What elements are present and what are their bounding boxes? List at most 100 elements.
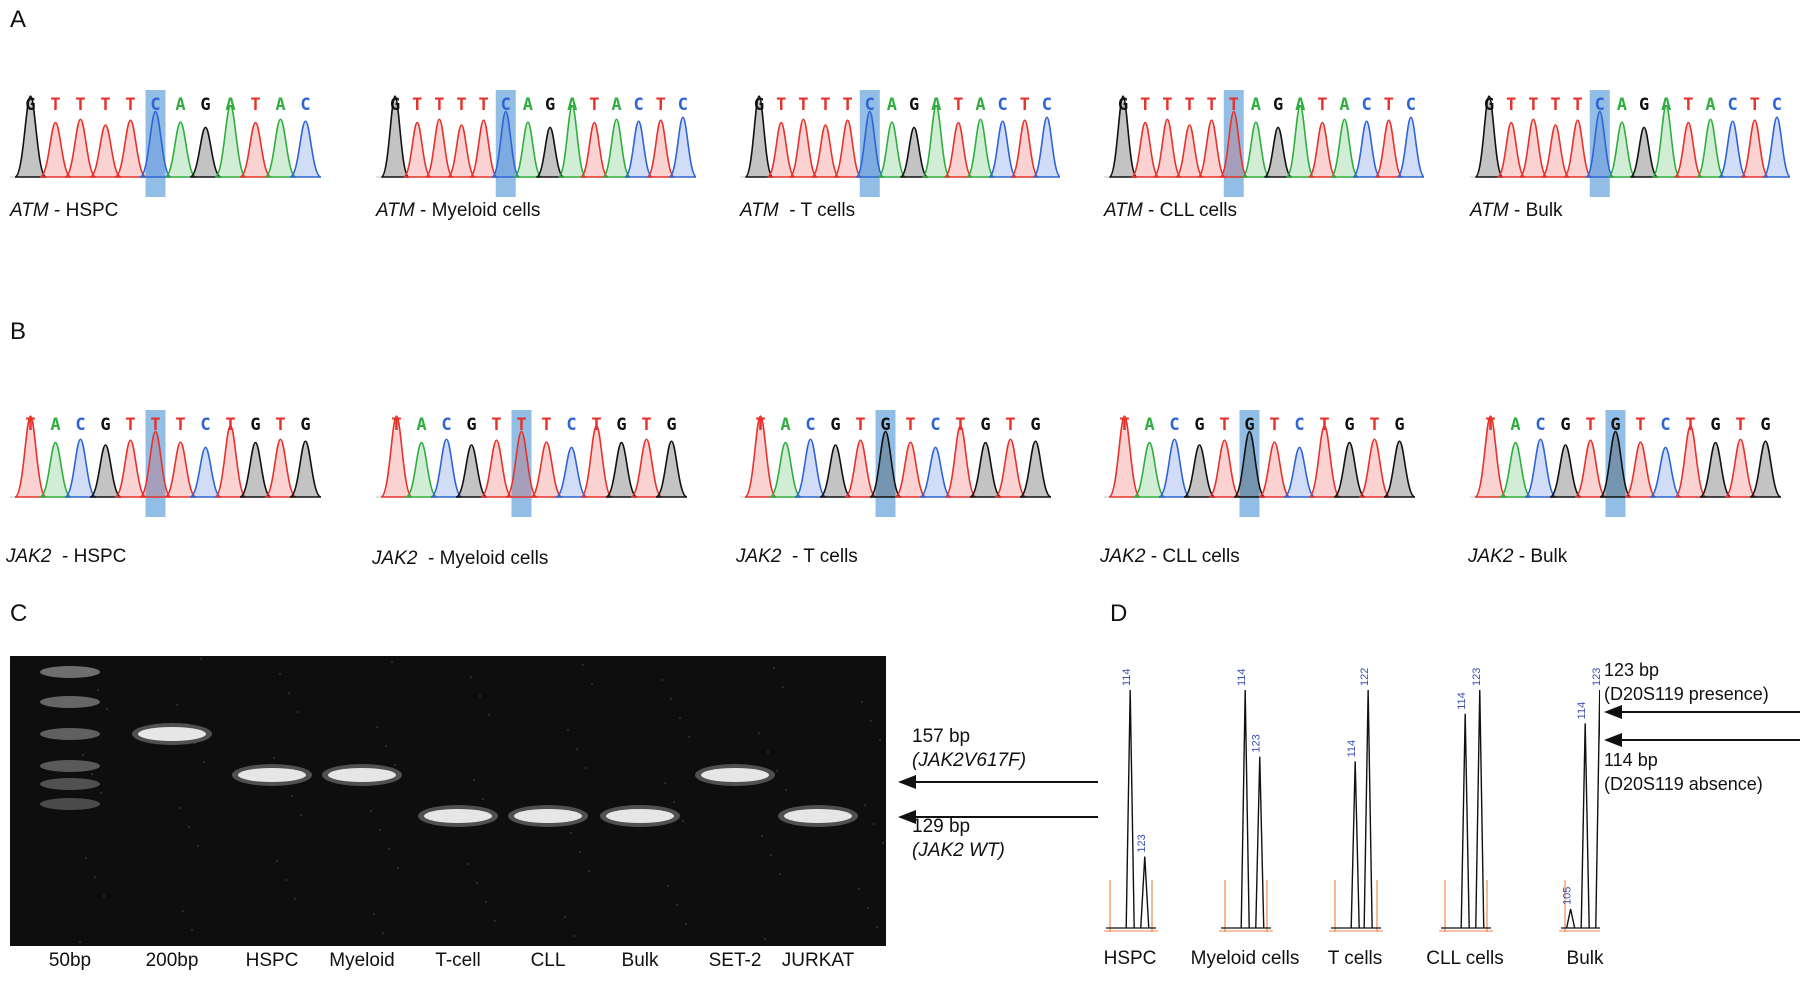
trace-peak (1352, 120, 1382, 178)
fragment-peak (1580, 723, 1590, 929)
trace-peak (1158, 438, 1191, 498)
fragment-peak (1255, 756, 1265, 929)
jak2-chromatogram-3: TACGTGTCTGTG (1104, 360, 1416, 520)
base-call-letter: A (523, 95, 533, 115)
trace-peak (969, 441, 1002, 498)
gel-label-157bp: 157 bp (912, 726, 971, 747)
frag-label-absence: (D20S119 absence) (1604, 774, 1763, 794)
base-call-letter: T (755, 415, 765, 435)
trace-peak (769, 441, 802, 498)
trace-peak (289, 120, 322, 178)
base-call-letter: T (1735, 415, 1745, 435)
trace-peak (1474, 95, 1504, 178)
trace-peak (1549, 444, 1582, 498)
trace-peak (264, 118, 297, 178)
gel-noise (179, 807, 181, 809)
gel-noise (176, 704, 178, 706)
trace-peak (1010, 119, 1040, 178)
gel-noise (482, 798, 484, 800)
jak2-chromatogram-1: TACGTTTCTGTG (376, 360, 688, 520)
peak-size-label: 123 (1251, 734, 1263, 752)
trace-peak (530, 441, 563, 498)
atm-caption-tcells: ATM - T cells (740, 200, 856, 221)
highlight-column (1589, 90, 1610, 197)
base-call-letter: G (1118, 95, 1128, 115)
gel-lane-label: JURKAT (781, 950, 855, 971)
gel-noise (585, 767, 587, 769)
base-call-letter: T (1184, 95, 1194, 115)
gel-noise (391, 661, 393, 663)
gel-noise (591, 683, 593, 685)
gel-noise (758, 732, 760, 734)
trace-peak (1308, 424, 1341, 498)
atm-chromatogram-svg: GTTTTCAGATAC (10, 90, 322, 197)
base-call-letter: A (1144, 415, 1154, 435)
frag-label-123bp: 123 bp (1604, 660, 1660, 680)
gel-arrow-129-head (898, 810, 916, 824)
gel-noise (376, 726, 378, 728)
gel-noise (97, 689, 99, 691)
trace-peak (844, 439, 877, 498)
base-call-letter: G (1484, 95, 1494, 115)
gel-noise (294, 898, 296, 900)
base-call-letter: G (880, 415, 890, 435)
base-call-letter: G (616, 415, 626, 435)
base-call-letter: G (830, 415, 840, 435)
gel-noise (273, 757, 275, 759)
gel-label-jak2-wt: (JAK2 WT) (912, 840, 1005, 861)
base-call-letter: T (1317, 95, 1327, 115)
fragment-sample-label: HSPC (1103, 948, 1157, 969)
trace-peak (1629, 126, 1659, 178)
base-call-letter: T (1750, 95, 1760, 115)
trace-peak (89, 124, 122, 178)
base-call-letter: G (100, 415, 110, 435)
trace-peak (1241, 121, 1271, 178)
gel-noise (567, 729, 569, 731)
base-call-letter: T (1585, 415, 1595, 435)
base-call-letter: T (541, 415, 551, 435)
base-call-letter: T (1140, 95, 1150, 115)
gel-noise (588, 870, 590, 872)
base-call-letter: C (1406, 95, 1416, 115)
fragment-peak (1125, 689, 1135, 929)
trace-peak (1649, 446, 1682, 498)
trace-peak (1219, 110, 1249, 178)
base-call-letter: T (1528, 95, 1538, 115)
jak2-chromatogram-svg: TACGTGTCTGTG (1104, 410, 1416, 517)
base-call-letter: G (545, 95, 555, 115)
peak-size-label: 114 (1236, 668, 1248, 686)
base-call-letter: G (980, 415, 990, 435)
trace-peak (1383, 440, 1416, 498)
base-call-letter: C (865, 95, 875, 115)
gel-label-129bp: 129 bp (912, 816, 971, 837)
base-call-letter: C (1660, 415, 1670, 435)
highlight-column (495, 90, 516, 197)
trace-peak (1499, 441, 1532, 498)
base-call-letter: A (611, 95, 621, 115)
trace-peak (1263, 126, 1293, 178)
gel-noise (779, 873, 781, 875)
jak2-chromatogram-0: TACGTTTCTGTG (10, 360, 322, 520)
trace-peak (380, 95, 410, 178)
trace-peak (555, 446, 588, 498)
trace-peak (869, 430, 902, 498)
gel-noise (470, 676, 472, 678)
trace-peak (605, 441, 638, 498)
jak2-chromatogram-svg: TACGTGTCTGTG (740, 410, 1052, 517)
base-call-letter: C (634, 95, 644, 115)
trace-peak (214, 104, 247, 178)
trace-peak (1174, 124, 1205, 178)
trace-peak (1518, 118, 1548, 178)
base-call-letter: T (275, 415, 285, 435)
trace-peak (810, 124, 841, 178)
base-call-letter: G (25, 95, 35, 115)
trace-peak (744, 415, 777, 498)
gel-bands (9, 655, 884, 943)
base-call-letter: G (300, 415, 310, 435)
fragment-peak (1565, 908, 1576, 929)
trace-peak (89, 444, 122, 498)
gel-lane-label: Bulk (621, 950, 659, 971)
trace-peak (491, 110, 521, 178)
trace-peak (580, 424, 613, 498)
